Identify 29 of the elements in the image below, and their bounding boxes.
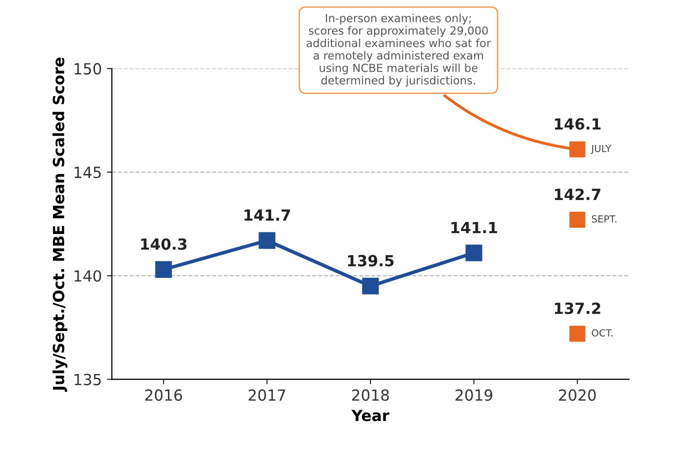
point <box>258 232 276 249</box>
x-tick-label: 2016 <box>145 389 182 401</box>
x-tick-label: 2017 <box>248 389 286 401</box>
point <box>569 212 586 228</box>
series-label: JULY <box>590 144 612 154</box>
annotation: In-person examinees only; scores for approximately 29,000 additional examinees who sat for a remotely administered exam using NCBE materials will be determined by jurisdictions. <box>306 14 491 87</box>
series-label: OCT. <box>592 329 613 337</box>
point <box>362 278 379 294</box>
y-tick-label: 145 <box>74 166 101 178</box>
x-axis-title: Year <box>351 410 390 422</box>
data-label: 137.2 <box>554 302 600 314</box>
data-label: 140.3 <box>141 238 187 250</box>
x-tick-label: 2018 <box>352 389 389 401</box>
point <box>569 326 586 342</box>
data-label: 139.5 <box>348 254 394 266</box>
point <box>155 261 172 278</box>
x-tick-label: 2020 <box>559 389 596 401</box>
y-axis-title: July/Sept./Oct. MBE Mean Scaled Score <box>52 58 68 392</box>
data-label: 141.7 <box>244 210 290 221</box>
series-label: SEPT. <box>592 215 616 223</box>
point <box>466 244 482 262</box>
x-tick-label: 2019 <box>456 389 492 401</box>
point <box>569 141 586 158</box>
data-label: 146.1 <box>554 118 600 130</box>
y-tick-label: 140 <box>74 270 102 282</box>
y-tick-label: 150 <box>74 63 102 75</box>
data-label: 141.1 <box>451 222 498 234</box>
y-tick-label: 135 <box>74 374 101 386</box>
data-label: 142.7 <box>554 188 600 200</box>
